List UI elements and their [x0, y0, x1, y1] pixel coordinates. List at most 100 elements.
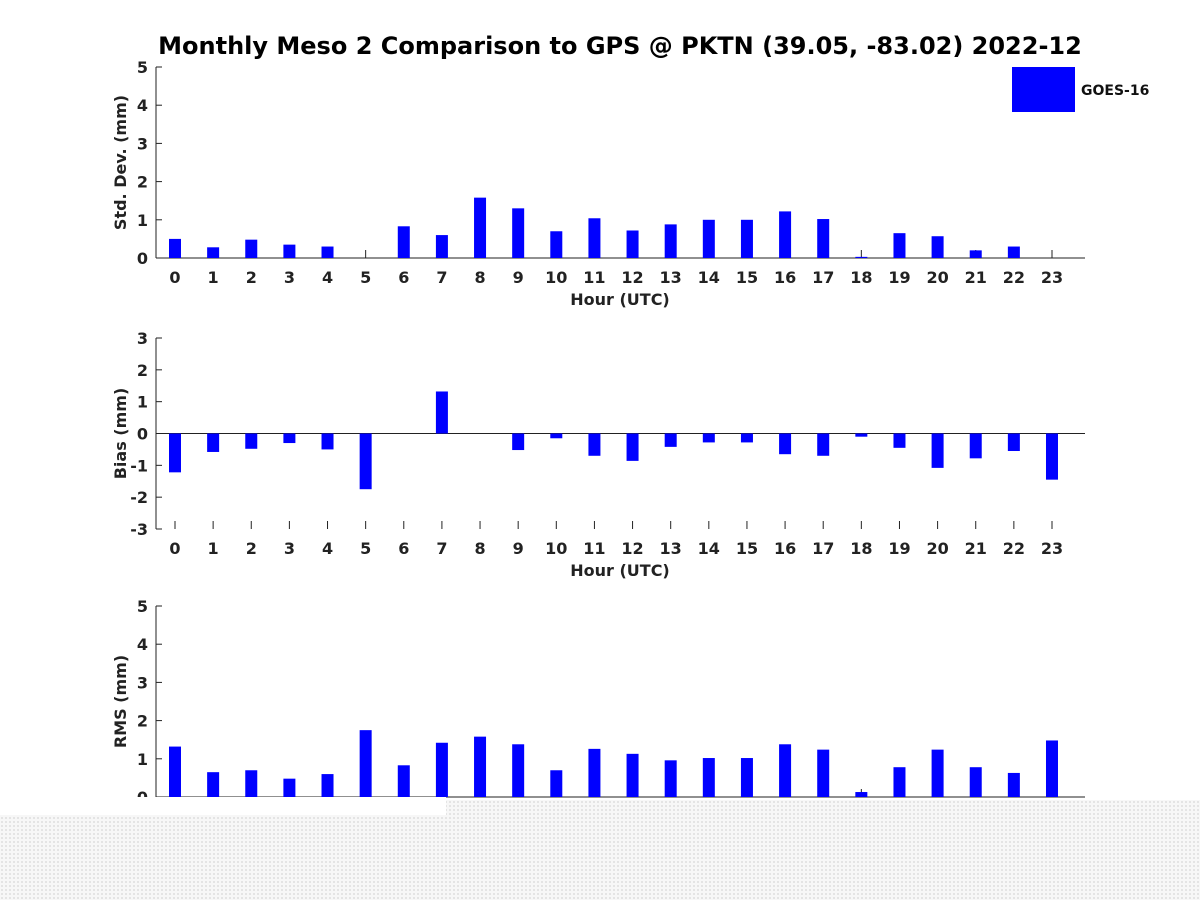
bias-bar: [702, 433, 715, 443]
bias-bar: [664, 433, 677, 447]
bias-y-tick-label: -1: [130, 456, 148, 475]
rms-y-tick-label: 2: [137, 712, 148, 731]
bias-x-tick-label: 10: [545, 539, 567, 558]
rms-bar: [893, 767, 906, 797]
bias-bar: [283, 433, 296, 444]
stddev-x-tick-label: 0: [169, 268, 180, 287]
rms-y-axis-label: RMS (mm): [111, 655, 130, 748]
bias-x-tick-label: 8: [474, 539, 485, 558]
stddev-bar: [893, 233, 906, 258]
stddev-y-axis-label: Std. Dev. (mm): [111, 95, 130, 230]
stddev-x-tick-label: 11: [583, 268, 605, 287]
bias-x-tick-label: 9: [513, 539, 524, 558]
bias-bar: [893, 433, 906, 448]
bias-x-tick-label: 4: [322, 539, 333, 558]
stddev-bar: [169, 238, 181, 258]
stddev-x-tick-label: 10: [545, 268, 567, 287]
stddev-bar: [321, 246, 334, 258]
stddev-bar: [779, 211, 792, 258]
bias-x-tick-label: 15: [736, 539, 758, 558]
image-noise-overlay: [0, 800, 1200, 900]
bias-x-tick-label: 3: [284, 539, 295, 558]
stddev-y-tick-label: 0: [137, 249, 148, 268]
stddev-bar: [969, 250, 982, 258]
stddev-x-tick-label: 13: [660, 268, 682, 287]
bias-bar: [321, 433, 334, 450]
bias-y-tick-label: 3: [137, 329, 148, 348]
bias-bar: [855, 433, 868, 437]
stddev-x-tick-label: 5: [360, 268, 371, 287]
bias-bar: [435, 391, 448, 434]
stddev-x-tick-label: 12: [621, 268, 643, 287]
stddev-x-tick-label: 6: [398, 268, 409, 287]
stddev-bar: [740, 219, 753, 258]
stddev-y-tick-label: 5: [137, 58, 148, 77]
bias-bar: [779, 433, 792, 455]
stddev-x-tick-label: 15: [736, 268, 758, 287]
stddev-x-tick-label: 19: [888, 268, 910, 287]
stddev-bar: [626, 230, 639, 258]
rms-bar: [817, 749, 830, 797]
rms-bar: [931, 749, 944, 797]
bias-x-tick-label: 11: [583, 539, 605, 558]
bias-x-tick-label: 17: [812, 539, 834, 558]
stddev-y-tick-label: 1: [137, 211, 148, 230]
stddev-bar: [283, 244, 296, 258]
stddev-y-tick-label: 2: [137, 173, 148, 192]
image-noise-mask: [0, 797, 446, 815]
stddev-x-tick-label: 8: [474, 268, 485, 287]
legend-label: GOES-16: [1081, 83, 1149, 99]
bias-bar: [245, 433, 258, 449]
figure-title: Monthly Meso 2 Comparison to GPS @ PKTN …: [158, 32, 1082, 60]
stddev-bar: [435, 235, 448, 258]
bias-y-axis-label: Bias (mm): [111, 388, 130, 480]
stddev-x-tick-label: 20: [926, 268, 948, 287]
bias-bar: [588, 433, 601, 456]
bias-bar: [359, 433, 372, 490]
bias-x-tick-label: 7: [436, 539, 447, 558]
bias-bar: [817, 433, 830, 456]
rms-bar: [169, 746, 181, 797]
rms-y-tick-label: 4: [137, 635, 148, 654]
stddev-bar: [245, 239, 258, 258]
stddev-x-tick-label: 4: [322, 268, 333, 287]
stddev-x-axis-label: Hour (UTC): [570, 290, 670, 309]
rms-bar: [855, 792, 868, 797]
rms-bar: [207, 772, 220, 797]
bias-y-tick-label: 2: [137, 361, 148, 380]
bias-x-tick-label: 16: [774, 539, 796, 558]
stddev-bar: [512, 208, 525, 258]
stddev-x-tick-label: 3: [284, 268, 295, 287]
stddev-bar: [931, 236, 944, 258]
rms-bar: [550, 770, 563, 797]
bias-x-tick-label: 6: [398, 539, 409, 558]
bias-bar: [1045, 433, 1058, 480]
bias-x-tick-label: 20: [926, 539, 948, 558]
bias-x-tick-label: 19: [888, 539, 910, 558]
bias-x-tick-label: 14: [698, 539, 720, 558]
rms-bar: [702, 758, 715, 797]
rms-bar: [245, 770, 258, 797]
bias-x-tick-label: 13: [660, 539, 682, 558]
rms-bar: [626, 753, 639, 797]
bias-bar: [550, 433, 563, 439]
rms-bar: [664, 760, 677, 797]
stddev-x-tick-label: 7: [436, 268, 447, 287]
bias-y-tick-label: 1: [137, 393, 148, 412]
bias-bar: [626, 433, 639, 461]
stddev-x-tick-label: 23: [1041, 268, 1063, 287]
bias-x-tick-label: 22: [1003, 539, 1025, 558]
stddev-bar: [817, 219, 830, 258]
rms-y-tick-label: 5: [137, 597, 148, 616]
rms-bar: [435, 742, 448, 797]
rms-panel: 0123450123456789101112131415161718192021…: [111, 597, 1085, 826]
stddev-bar: [550, 231, 563, 258]
stddev-y-tick-label: 3: [137, 134, 148, 153]
rms-bar: [512, 744, 525, 797]
rms-bar: [283, 778, 296, 797]
rms-y-tick-label: 1: [137, 750, 148, 769]
stddev-bar: [702, 219, 715, 258]
bias-x-tick-label: 18: [850, 539, 872, 558]
